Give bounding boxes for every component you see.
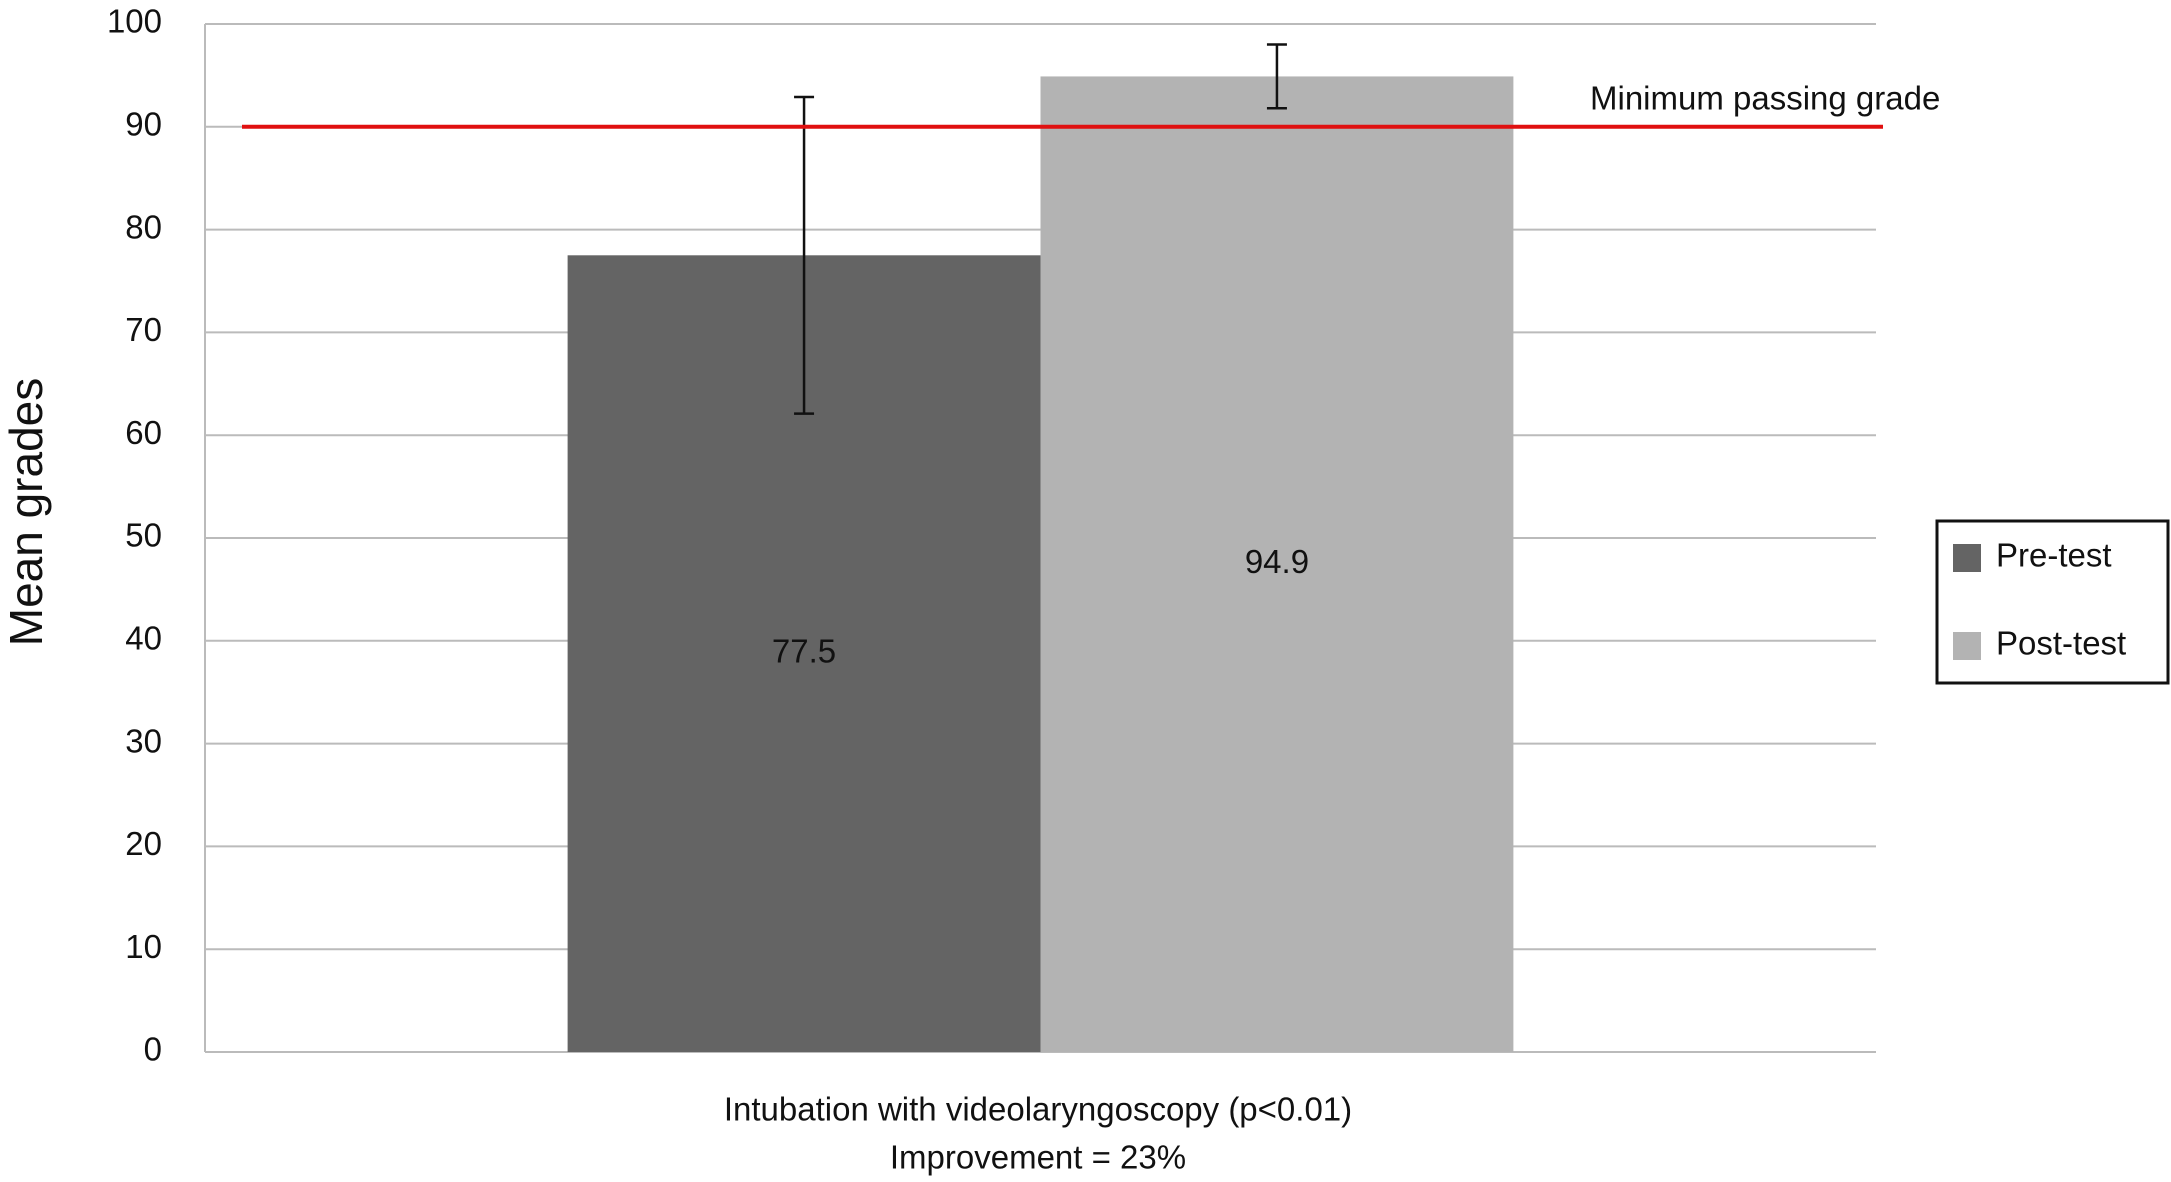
reference-label: Minimum passing grade bbox=[1590, 80, 1940, 117]
legend-swatch bbox=[1953, 632, 1981, 660]
y-tick-label: 50 bbox=[125, 517, 162, 554]
y-tick-label: 90 bbox=[125, 106, 162, 143]
x-axis-label: Improvement = 23% bbox=[890, 1139, 1186, 1176]
y-axis-label: Mean grades bbox=[0, 378, 52, 647]
y-tick-label: 10 bbox=[125, 928, 162, 965]
y-tick-label: 30 bbox=[125, 722, 162, 759]
y-tick-label: 60 bbox=[125, 414, 162, 451]
data-label: 94.9 bbox=[1245, 543, 1309, 580]
legend-label: Post-test bbox=[1996, 625, 2126, 662]
legend-label: Pre-test bbox=[1996, 537, 2112, 574]
y-tick-label: 70 bbox=[125, 311, 162, 348]
y-tick-label: 40 bbox=[125, 620, 162, 657]
x-tick-label: Intubation with videolaryngoscopy (p<0.0… bbox=[724, 1091, 1352, 1128]
data-label: 77.5 bbox=[772, 632, 836, 669]
y-tick-label: 0 bbox=[144, 1031, 162, 1068]
y-tick-label: 80 bbox=[125, 208, 162, 245]
y-tick-label: 20 bbox=[125, 825, 162, 862]
error-bar bbox=[794, 95, 815, 415]
error-bar bbox=[1266, 43, 1287, 110]
legend-swatch bbox=[1953, 544, 1981, 572]
bar bbox=[1040, 76, 1514, 1053]
y-tick-label: 100 bbox=[107, 3, 162, 40]
